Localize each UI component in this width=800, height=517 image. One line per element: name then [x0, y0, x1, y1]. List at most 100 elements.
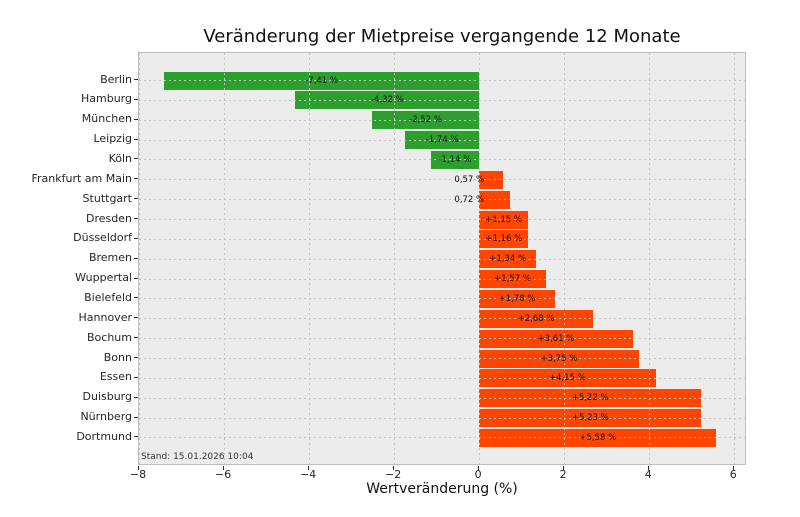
- y-tick-label-wuppertal: Wuppertal: [75, 271, 132, 285]
- y-tick-mark: [134, 357, 138, 359]
- x-tick-mark: [137, 466, 139, 470]
- bar-value-label-bochum: +3,61 %: [537, 333, 575, 344]
- y-tick-mark: [134, 218, 138, 220]
- y-tick-mark: [134, 416, 138, 418]
- horizontal-gridline: [139, 119, 745, 121]
- x-tick-mark: [222, 466, 224, 470]
- y-tick-label-d-sseldorf: Düsseldorf: [73, 231, 132, 245]
- horizontal-gridline: [139, 338, 745, 340]
- horizontal-gridline: [139, 139, 745, 141]
- y-tick-mark: [134, 178, 138, 180]
- x-tick-label: 6: [729, 468, 737, 481]
- plot-area: -7,41 % -4,32 % -2,52 % -1,74 % -1,14 % 0,57 …: [138, 52, 746, 465]
- chart-title: Veränderung der Mietpreise vergangende 1…: [203, 26, 681, 47]
- y-tick-mark: [134, 376, 138, 378]
- bar-value-label-bonn: +3,75 %: [540, 353, 578, 364]
- y-tick-mark: [134, 436, 138, 438]
- horizontal-gridline: [139, 238, 745, 240]
- y-tick-label-dortmund: Dortmund: [76, 429, 132, 443]
- horizontal-gridline: [139, 219, 745, 221]
- y-tick-label-berlin: Berlin: [100, 72, 132, 86]
- x-tick-mark: [477, 466, 479, 470]
- horizontal-gridline: [139, 99, 745, 101]
- vertical-gridline: [308, 53, 310, 464]
- y-tick-mark: [134, 297, 138, 299]
- horizontal-gridline: [139, 298, 745, 300]
- x-tick-mark: [732, 466, 734, 470]
- timestamp-note: Stand: 15.01.2026 10:04: [141, 452, 254, 462]
- horizontal-gridline: [139, 417, 745, 419]
- vertical-gridline: [478, 53, 480, 464]
- y-tick-label-n-rnberg: Nürnberg: [80, 410, 132, 424]
- bar-value-label-m-nchen: -2,52 %: [409, 115, 442, 126]
- y-tick-label-duisburg: Duisburg: [82, 390, 133, 404]
- y-tick-mark: [134, 277, 138, 279]
- bar-value-label-leipzig: -1,74 %: [425, 135, 459, 146]
- x-tick-label: −4: [299, 468, 317, 481]
- y-tick-label-m-nchen: München: [81, 112, 132, 126]
- x-axis-label: Wertveränderung (%): [366, 481, 518, 497]
- vertical-gridline: [648, 53, 650, 464]
- x-tick-mark: [562, 466, 564, 470]
- bar-value-label-wuppertal: +1,57 %: [494, 274, 531, 285]
- bar-value-label-essen: +4,15 %: [548, 373, 586, 384]
- horizontal-gridline: [139, 159, 745, 161]
- bar-value-label-d-sseldorf: +1,16 %: [485, 234, 523, 245]
- x-tick-label: −2: [384, 468, 402, 481]
- x-tick-mark: [392, 466, 394, 470]
- y-tick-mark: [134, 257, 138, 259]
- vertical-gridline: [563, 53, 565, 464]
- y-tick-label-essen: Essen: [99, 370, 132, 384]
- y-tick-label-bielefeld: Bielefeld: [84, 290, 132, 304]
- x-tick-mark: [647, 466, 649, 470]
- horizontal-gridline: [139, 358, 745, 360]
- bar-value-label-berlin: -7,41 %: [305, 75, 338, 86]
- y-tick-label-hannover: Hannover: [78, 310, 133, 324]
- y-tick-label-frankfurt-am-main: Frankfurt am Main: [31, 171, 132, 185]
- bar-value-label-dresden: +1,15 %: [485, 214, 522, 225]
- y-tick-mark: [134, 337, 138, 339]
- horizontal-gridline: [139, 80, 745, 81]
- bar-value-label-hannover: +2,68 %: [517, 313, 555, 324]
- y-tick-label-bonn: Bonn: [103, 350, 132, 364]
- y-tick-mark: [134, 79, 138, 80]
- vertical-gridline: [393, 53, 395, 464]
- bar-value-label-stuttgart: 0,72 %: [454, 194, 485, 205]
- bar-value-label-hamburg: -4,32 %: [370, 95, 404, 106]
- x-tick-mark: [307, 466, 309, 470]
- y-tick-label-bremen: Bremen: [88, 251, 132, 265]
- bar-value-label-duisburg: +5,22 %: [571, 393, 609, 404]
- y-tick-mark: [134, 138, 138, 140]
- vertical-gridline: [138, 53, 140, 464]
- horizontal-gridline: [139, 397, 745, 399]
- x-tick-label: −6: [214, 468, 232, 481]
- y-tick-mark: [134, 158, 138, 160]
- vertical-gridline: [223, 53, 225, 464]
- y-tick-label-dresden: Dresden: [86, 211, 132, 225]
- vertical-gridline: [733, 53, 735, 464]
- bar-value-label-bremen: +1,34 %: [489, 254, 527, 265]
- y-tick-label-stuttgart: Stuttgart: [82, 191, 132, 205]
- bar-value-label-frankfurt-am-main: 0,57 %: [454, 174, 485, 185]
- bar-value-label-bielefeld: +1,78 %: [498, 293, 536, 304]
- y-tick-mark: [134, 198, 138, 200]
- horizontal-gridline: [139, 258, 745, 260]
- x-tick-label: −8: [129, 468, 147, 481]
- x-tick-label: 2: [559, 468, 567, 481]
- y-tick-label-k-ln: Köln: [108, 151, 132, 165]
- bar-value-label-n-rnberg: +5,23 %: [571, 413, 609, 424]
- x-tick-label: 0: [474, 468, 482, 481]
- y-tick-label-leipzig: Leipzig: [93, 132, 132, 146]
- bar-value-label-k-ln: -1,14 %: [438, 154, 472, 165]
- y-tick-label-hamburg: Hamburg: [81, 92, 132, 106]
- bar-value-label-dortmund: +5,58 %: [579, 432, 617, 443]
- horizontal-gridline: [139, 278, 745, 280]
- horizontal-gridline: [139, 179, 745, 181]
- horizontal-gridline: [139, 437, 745, 439]
- horizontal-gridline: [139, 199, 745, 201]
- y-tick-label-bochum: Bochum: [87, 330, 132, 344]
- horizontal-gridline: [139, 377, 745, 379]
- y-tick-mark: [134, 396, 138, 398]
- y-tick-mark: [134, 118, 138, 120]
